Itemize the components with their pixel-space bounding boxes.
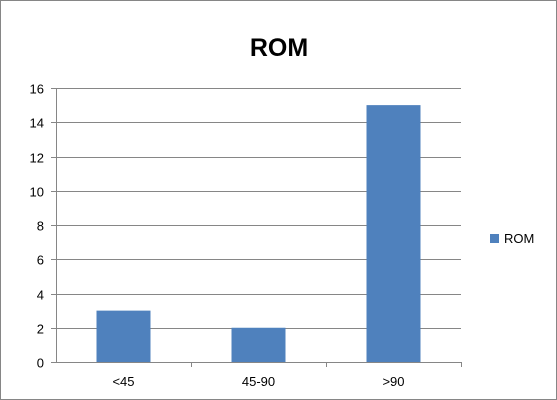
y-tick-label-12: 12 [30, 151, 44, 166]
y-tick-label-6: 6 [37, 253, 44, 268]
x-tick-label-1: 45-90 [242, 374, 275, 389]
legend: ROM [490, 231, 534, 246]
bar-1 [231, 327, 286, 362]
x-tick-label-0: <45 [112, 374, 134, 389]
y-tick-label-16: 16 [30, 82, 44, 97]
x-axis-tick-labels: <45 45-90 >90 [112, 374, 404, 389]
bar-0 [96, 310, 151, 362]
x-tick-label-2: >90 [382, 374, 404, 389]
gridlines [56, 88, 461, 329]
y-axis-tick-labels: 0 2 4 6 8 10 12 14 16 [30, 82, 44, 371]
y-tick-label-14: 14 [30, 116, 44, 131]
y-tick-label-0: 0 [37, 356, 44, 371]
legend-swatch-rom [490, 234, 499, 243]
axes [51, 88, 462, 367]
y-tick-label-10: 10 [30, 185, 44, 200]
legend-label-rom: ROM [504, 231, 534, 246]
chart-title: ROM [250, 34, 308, 62]
bars [96, 105, 421, 362]
y-tick-label-4: 4 [37, 288, 44, 303]
y-tick-label-2: 2 [37, 322, 44, 337]
y-tick-label-8: 8 [37, 219, 44, 234]
bar-2 [366, 105, 421, 362]
